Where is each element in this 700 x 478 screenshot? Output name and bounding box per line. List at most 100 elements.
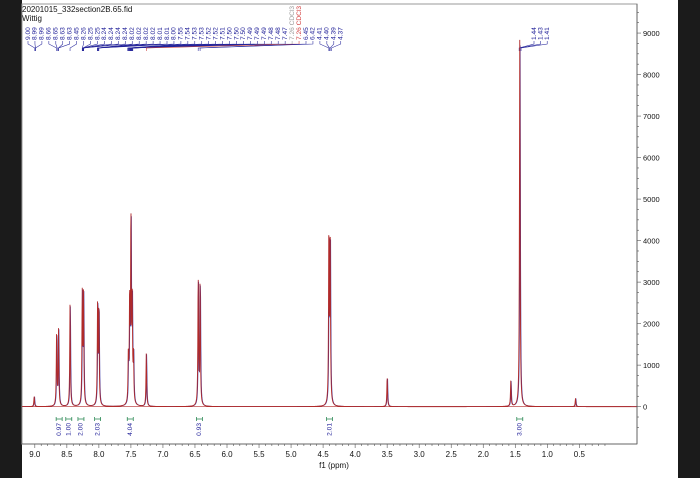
integral-label: 0.93 bbox=[196, 423, 203, 436]
y-tick-label: 9000 bbox=[643, 29, 660, 38]
peak-label: 8.24 bbox=[122, 27, 129, 40]
peak-label: 8.66 bbox=[46, 27, 53, 40]
file-name: 20201015_332section2B.65.fid bbox=[22, 5, 133, 14]
peak-label: 8.63 bbox=[60, 27, 67, 40]
peak-label: 4.37 bbox=[338, 27, 345, 40]
integral-label: 2.03 bbox=[94, 423, 101, 436]
peak-label: 6.45 bbox=[303, 27, 310, 40]
peak-label: 7.50 bbox=[226, 27, 233, 40]
x-axis: 9.0 8.5 8.0 7.5 7.0 6.5 6.0 5.5 5.0 4.5 4.0 3.5 3.0 2… bbox=[22, 443, 637, 459]
file-subtitle: Wittig bbox=[22, 14, 42, 23]
x-tick-label: 5.0 bbox=[286, 450, 298, 459]
peak-label: 7.48 bbox=[268, 27, 275, 40]
overlay-spectrum-line bbox=[22, 45, 638, 408]
peak-label: 8.01 bbox=[164, 27, 171, 40]
peak-label-connector bbox=[326, 41, 330, 51]
peak-label: 8.65 bbox=[53, 27, 60, 40]
x-tick-label: 8.0 bbox=[93, 450, 105, 459]
peak-label: 8.00 bbox=[171, 27, 178, 40]
peak-label: 4.40 bbox=[324, 27, 331, 40]
integral-label: 2.01 bbox=[326, 423, 333, 436]
peak-label-connector bbox=[55, 41, 58, 51]
x-tick-label: 1.5 bbox=[510, 450, 522, 459]
y-tick-label: 6000 bbox=[643, 154, 660, 163]
peak-label: 7.55 bbox=[178, 27, 185, 40]
x-tick-label: 2.0 bbox=[478, 450, 490, 459]
peak-label: 7.52 bbox=[205, 27, 212, 40]
x-tick-label: 4.0 bbox=[350, 450, 362, 459]
integral-label: 3.00 bbox=[517, 423, 524, 436]
peak-label: 8.25 bbox=[87, 27, 94, 40]
peak-label-connector bbox=[27, 41, 36, 51]
plot-frame bbox=[21, 3, 638, 445]
y-tick-label: 8000 bbox=[643, 71, 660, 80]
peak-label: 7.51 bbox=[219, 27, 226, 40]
x-tick-label: 5.5 bbox=[253, 450, 265, 459]
x-tick-label: 9.0 bbox=[29, 450, 41, 459]
peak-label: 8.02 bbox=[136, 27, 143, 40]
x-tick-label: 0.5 bbox=[574, 450, 586, 459]
peak-label: 7.50 bbox=[240, 27, 247, 40]
y-tick-label: 0 bbox=[643, 403, 647, 412]
peak-label-connector bbox=[331, 41, 342, 51]
peak-label: 8.63 bbox=[66, 27, 73, 40]
peak-label: 6.42 bbox=[310, 27, 317, 40]
peak-label: 8.24 bbox=[115, 27, 122, 40]
solvent-label: 7.26 CDCl3 bbox=[289, 6, 296, 40]
peak-label: 7.50 bbox=[233, 27, 240, 40]
peak-label: 8.24 bbox=[101, 27, 108, 40]
peak-label: 8.02 bbox=[143, 27, 150, 40]
x-axis-label: f1 (ppm) bbox=[319, 461, 349, 470]
peak-label-connector bbox=[132, 41, 286, 51]
x-tick-label: 6.0 bbox=[221, 450, 233, 459]
peak-label: 7.53 bbox=[192, 27, 199, 40]
x-tick-label: 4.5 bbox=[318, 450, 330, 459]
peak-label: 1.43 bbox=[537, 27, 544, 40]
peak-label: 7.48 bbox=[275, 27, 282, 40]
y-tick-label: 5000 bbox=[643, 195, 660, 204]
peak-label-group: 9.00 8.99 8.99 8.66 8.65 8.63 8.63 8.45 8.26 8.25… bbox=[25, 6, 551, 51]
peak-label-connector bbox=[519, 41, 541, 51]
spectrum-group bbox=[22, 39, 638, 408]
peak-label-connector bbox=[329, 41, 335, 51]
peak-label-connector bbox=[520, 41, 548, 51]
integral-label: 0.97 bbox=[56, 423, 63, 436]
x-tick-label: 1.0 bbox=[542, 450, 554, 459]
y-tick-label: 3000 bbox=[643, 278, 660, 287]
peak-label: 7.49 bbox=[261, 27, 268, 40]
x-tick-label: 6.5 bbox=[189, 450, 201, 459]
peak-label: 8.45 bbox=[73, 27, 80, 40]
peak-label: 7.54 bbox=[185, 27, 192, 40]
peak-label-connector bbox=[83, 41, 126, 51]
peak-label: 4.41 bbox=[317, 27, 324, 40]
x-tick-label: 7.5 bbox=[125, 450, 137, 459]
peak-label: 7.49 bbox=[254, 27, 261, 40]
peak-label: 7.49 bbox=[247, 27, 254, 40]
peak-label-connector bbox=[48, 41, 57, 51]
integral-label: 2.00 bbox=[78, 423, 85, 436]
y-tick-label: 1000 bbox=[643, 361, 660, 370]
peak-label: 9.00 bbox=[25, 27, 32, 40]
peak-label-connector bbox=[98, 41, 175, 51]
x-tick-label: 3.5 bbox=[382, 450, 394, 459]
y-tick-label: 2000 bbox=[643, 320, 660, 329]
peak-label-connector bbox=[199, 41, 314, 51]
peak-label: 8.02 bbox=[150, 27, 157, 40]
spectrum-line bbox=[22, 39, 637, 408]
peak-label-connector bbox=[82, 41, 98, 51]
peak-label: 7.52 bbox=[212, 27, 219, 40]
y-tick-label: 7000 bbox=[643, 112, 660, 121]
peak-label: 1.41 bbox=[544, 27, 551, 40]
peak-label: 1.44 bbox=[531, 27, 538, 40]
peak-label: 8.24 bbox=[108, 27, 115, 40]
peak-label-connector bbox=[319, 41, 330, 51]
y-tick-label: 4000 bbox=[643, 237, 660, 246]
peak-label: 7.53 bbox=[199, 27, 206, 40]
peak-label: 8.25 bbox=[94, 27, 101, 40]
integral-label: 4.04 bbox=[127, 423, 134, 436]
peak-label-connector bbox=[518, 41, 535, 51]
right-window-edge bbox=[678, 0, 700, 478]
peak-label: 4.39 bbox=[331, 27, 338, 40]
